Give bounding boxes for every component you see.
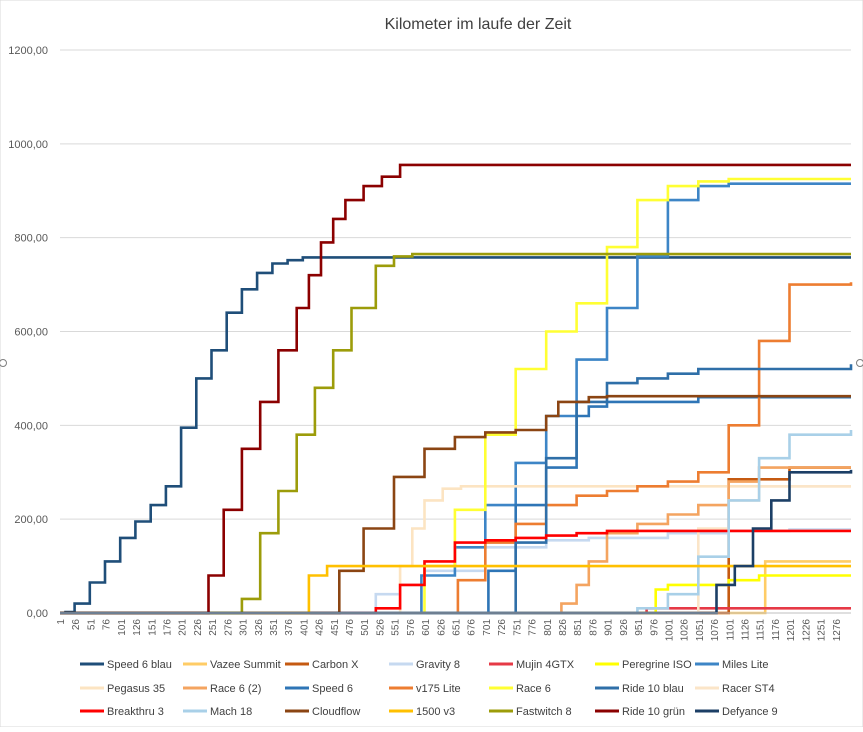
x-tick-label: 276: [223, 619, 234, 636]
legend-label: v175 Lite: [416, 683, 461, 695]
y-tick-label: 400,00: [14, 420, 48, 432]
x-tick-label: 801: [543, 619, 554, 636]
x-tick-label: 976: [649, 619, 660, 636]
x-tick-label: 1: [56, 619, 67, 625]
legend-label: Mujin 4GTX: [516, 659, 575, 671]
y-tick-label: 1200,00: [8, 45, 48, 57]
y-tick-label: 0,00: [27, 608, 48, 620]
x-tick-label: 826: [558, 619, 569, 636]
x-tick-label: 926: [619, 619, 630, 636]
legend-label: Race 6 (2): [210, 683, 261, 695]
legend-label: Fastwitch 8: [516, 706, 572, 718]
x-tick-label: 1101: [725, 619, 736, 641]
x-tick-label: 1051: [695, 619, 706, 642]
y-tick-label: 800,00: [14, 233, 48, 245]
x-tick-label: 1126: [741, 619, 752, 641]
x-tick-label: 251: [208, 619, 219, 636]
legend-label: Speed 6: [312, 683, 353, 695]
x-tick-label: 1026: [680, 619, 691, 642]
chart-title: Kilometer im laufe der Zeit: [385, 16, 572, 33]
x-tick-label: 401: [299, 619, 310, 636]
legend-label: Defyance 9: [722, 706, 778, 718]
x-tick-label: 126: [132, 619, 143, 636]
x-tick-label: 476: [345, 619, 356, 636]
x-tick-label: 176: [162, 619, 173, 636]
x-tick-label: 1251: [817, 619, 828, 642]
x-tick-label: 626: [436, 619, 447, 636]
x-tick-label: 751: [512, 619, 523, 636]
x-tick-label: 326: [254, 619, 265, 636]
legend-label: Carbon X: [312, 659, 359, 671]
x-tick-label: 426: [315, 619, 326, 636]
x-tick-label: 1176: [771, 619, 782, 641]
legend-label: Speed 6 blau: [107, 659, 172, 671]
legend-label: Pegasus 35: [107, 683, 165, 695]
x-tick-label: 1226: [801, 619, 812, 642]
x-tick-label: 201: [178, 619, 189, 636]
x-tick-label: 1076: [710, 619, 721, 642]
x-tick-label: 601: [421, 619, 432, 636]
y-tick-label: 600,00: [14, 327, 48, 339]
x-tick-label: 651: [452, 619, 463, 636]
legend-label: Cloudflow: [312, 706, 360, 718]
legend-label: Racer ST4: [722, 683, 775, 695]
x-tick-label: 551: [391, 619, 402, 636]
resize-handle-left[interactable]: [0, 360, 7, 367]
legend-label: Miles Lite: [722, 659, 768, 671]
x-tick-label: 676: [467, 619, 478, 636]
x-tick-label: 851: [573, 619, 584, 636]
x-tick-label: 301: [239, 619, 250, 636]
y-tick-label: 200,00: [14, 514, 48, 526]
legend-label: Ride 10 blau: [622, 683, 684, 695]
x-tick-label: 501: [360, 619, 371, 636]
x-tick-label: 701: [482, 619, 493, 636]
x-tick-label: 901: [604, 619, 615, 636]
x-tick-label: 226: [193, 619, 204, 636]
x-tick-label: 351: [269, 619, 280, 636]
x-tick-label: 576: [406, 619, 417, 636]
legend-label: Mach 18: [210, 706, 252, 718]
x-tick-label: 51: [86, 619, 97, 631]
x-tick-label: 1276: [832, 619, 843, 642]
x-tick-label: 776: [528, 619, 539, 636]
legend-label: 1500 v3: [416, 706, 455, 718]
legend-label: Breakthru 3: [107, 706, 164, 718]
resize-handle-right[interactable]: [857, 360, 863, 367]
x-tick-label: 376: [284, 619, 295, 636]
legend-label: Vazee Summit: [210, 659, 281, 671]
x-tick-label: 451: [330, 619, 341, 636]
x-tick-label: 876: [588, 619, 599, 636]
legend-label: Race 6: [516, 683, 551, 695]
x-tick-label: 1001: [664, 619, 675, 642]
y-tick-label: 1000,00: [8, 139, 48, 151]
legend-label: Ride 10 grün: [622, 706, 685, 718]
x-tick-label: 101: [117, 619, 128, 636]
legend-label: Gravity 8: [416, 659, 460, 671]
x-tick-label: 951: [634, 619, 645, 636]
x-tick-label: 76: [102, 619, 113, 631]
x-tick-label: 526: [375, 619, 386, 636]
x-tick-label: 726: [497, 619, 508, 636]
legend-label: Peregrine ISO: [622, 659, 692, 671]
x-tick-label: 26: [71, 619, 82, 631]
x-tick-label: 1201: [786, 619, 797, 642]
x-tick-label: 1151: [756, 619, 767, 641]
x-tick-label: 151: [147, 619, 158, 636]
